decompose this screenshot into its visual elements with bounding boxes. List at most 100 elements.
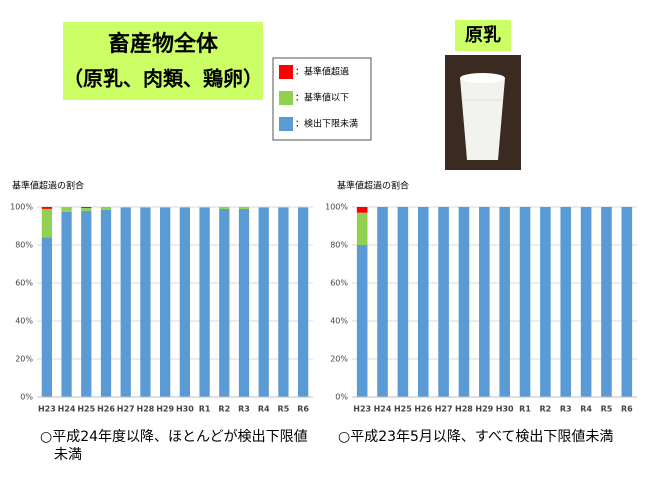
title: 畜産物全体 — [108, 31, 219, 57]
bar-segment — [81, 207, 92, 211]
legend-label: ：検出下限未満 — [295, 118, 358, 130]
x-tick-label: R2 — [218, 405, 230, 414]
x-tick-label: R1 — [199, 405, 211, 414]
bar-segment — [41, 237, 52, 397]
bar-segment — [81, 207, 92, 208]
legend-swatch — [279, 117, 293, 131]
y-tick-label: 80% — [15, 241, 33, 250]
bar-segment — [238, 207, 250, 209]
x-tick-label: R4 — [258, 405, 270, 414]
bar-segment — [278, 207, 289, 208]
y-tick-label: 0% — [20, 393, 33, 402]
bar-segment — [199, 207, 210, 397]
y-tick-label: 0% — [335, 393, 348, 402]
caption: ○平成24年度以降、ほとんどが検出下限値 — [40, 429, 308, 445]
bar-segment — [540, 207, 551, 397]
bar-segment — [356, 207, 368, 213]
x-tick-label: H23 — [353, 405, 371, 414]
bar-segment — [100, 209, 112, 397]
milk-photo — [445, 55, 521, 170]
x-tick-label: H28 — [455, 405, 473, 414]
x-tick-label: R3 — [238, 405, 250, 414]
x-tick-label: H30 — [496, 405, 514, 414]
bar-segment — [397, 207, 409, 397]
x-tick-label: R3 — [560, 405, 572, 414]
legend-swatch — [279, 65, 293, 79]
y-tick-label: 100% — [325, 203, 348, 212]
bar-segment — [458, 207, 470, 397]
bar-segment — [438, 207, 449, 397]
bar-segment — [120, 207, 131, 208]
bar-segment — [580, 207, 592, 397]
bar-segment — [377, 207, 388, 397]
title-box — [63, 22, 263, 100]
bar-segment — [81, 210, 92, 397]
y-tick-label: 100% — [10, 203, 33, 212]
x-tick-label: R6 — [297, 405, 309, 414]
x-tick-label: R6 — [621, 405, 633, 414]
bar-segment — [621, 207, 633, 397]
y-axis-title: 基準値超過の割合 — [337, 180, 409, 192]
bar-segment — [298, 207, 309, 208]
bar-segment — [519, 207, 531, 397]
bar-segment — [258, 207, 269, 208]
bar-segment — [479, 207, 490, 397]
bar-segment — [278, 207, 289, 397]
bar-segment — [356, 212, 368, 245]
x-tick-label: H27 — [435, 405, 453, 414]
bar-segment — [499, 207, 510, 397]
legend-label: ：基準値超過 — [295, 66, 349, 78]
bar-segment — [298, 207, 309, 397]
bar-segment — [179, 207, 190, 208]
x-tick-label: H24 — [58, 405, 76, 414]
y-tick-label: 40% — [15, 317, 33, 326]
x-tick-label: H28 — [137, 405, 155, 414]
x-tick-label: H24 — [374, 405, 392, 414]
x-tick-label: R1 — [519, 405, 531, 414]
x-tick-label: H25 — [394, 405, 412, 414]
x-tick-label: R4 — [580, 405, 592, 414]
bar-segment — [140, 207, 151, 208]
y-tick-label: 60% — [15, 279, 33, 288]
caption: 未満 — [54, 447, 82, 463]
y-tick-label: 20% — [330, 355, 348, 364]
x-tick-label: H26 — [414, 405, 432, 414]
x-tick-label: H29 — [475, 405, 493, 414]
caption: ○平成23年5月以降、すべて検出下限値未満 — [338, 429, 613, 445]
y-tick-label: 40% — [330, 317, 348, 326]
y-tick-label: 20% — [15, 355, 33, 364]
subtitle: （原乳、肉類、鶏卵） — [63, 67, 263, 91]
bar-segment — [356, 245, 368, 397]
y-axis-title: 基準値超過の割合 — [12, 180, 84, 192]
bar-segment — [100, 207, 112, 210]
bar-segment — [61, 207, 72, 212]
x-tick-label: R5 — [601, 405, 613, 414]
bar-segment — [41, 207, 52, 209]
bar-segment — [601, 207, 612, 397]
photo-label-box — [455, 20, 511, 51]
y-tick-label: 60% — [330, 279, 348, 288]
x-tick-label: R5 — [278, 405, 290, 414]
bar-segment — [199, 207, 210, 208]
legend-label: ：基準値以下 — [295, 92, 349, 104]
x-tick-label: H30 — [176, 405, 194, 414]
x-tick-label: H25 — [77, 405, 95, 414]
bar-segment — [258, 207, 269, 397]
x-tick-label: H26 — [97, 405, 115, 414]
bar-segment — [417, 207, 429, 397]
x-tick-label: H27 — [117, 405, 135, 414]
photo-label: 原乳 — [465, 25, 501, 46]
bar-segment — [219, 207, 230, 209]
bar-segment — [560, 207, 572, 397]
bar-segment — [140, 207, 151, 397]
x-tick-label: H23 — [38, 405, 56, 414]
bar-segment — [160, 207, 171, 208]
bar-segment — [160, 207, 171, 397]
legend-swatch — [279, 91, 293, 105]
bar-segment — [120, 207, 131, 397]
x-tick-label: R2 — [540, 405, 552, 414]
bar-segment — [219, 208, 230, 397]
x-tick-label: H29 — [156, 405, 174, 414]
bar-segment — [179, 207, 190, 397]
